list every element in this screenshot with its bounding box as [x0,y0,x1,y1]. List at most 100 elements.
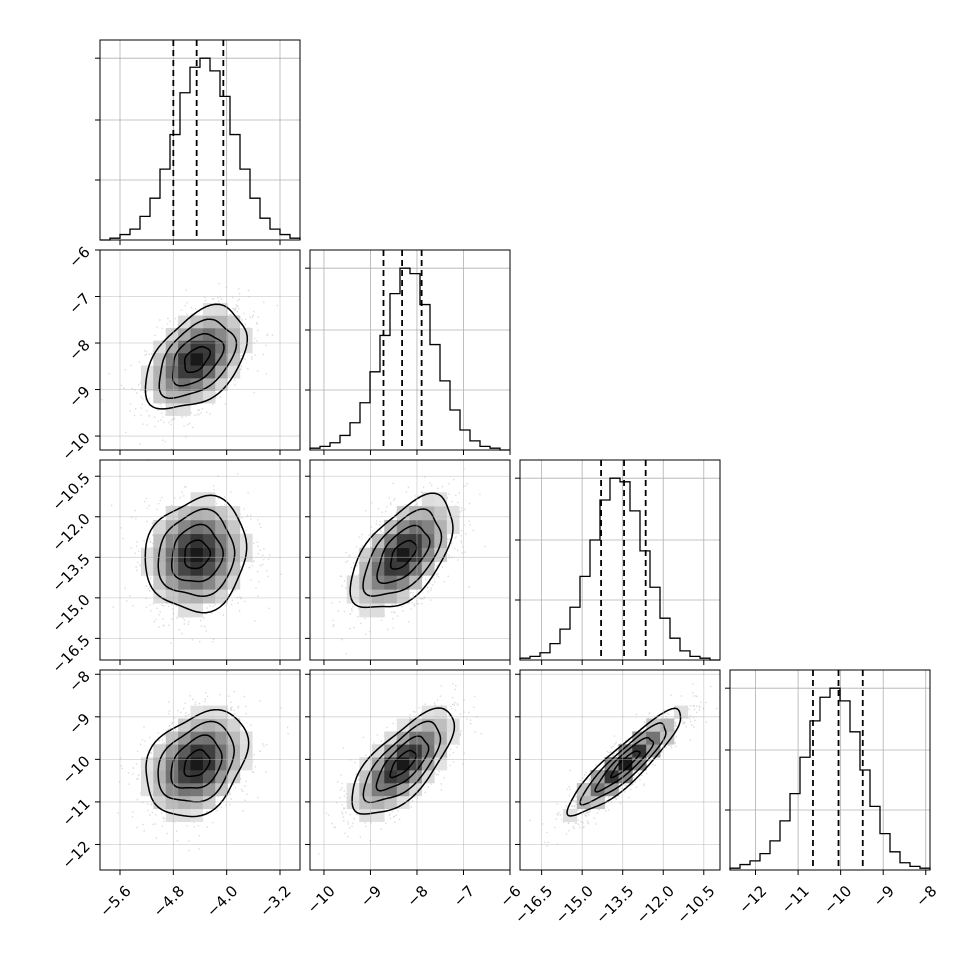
density-cell [140,378,154,391]
density-cell [215,533,228,548]
density-cell [178,718,191,732]
density-cell [153,533,166,548]
density-cell [632,757,647,771]
density-cell [384,519,398,535]
density-cell [227,561,241,576]
density-cell [215,589,228,604]
x-tick-label-2-4: −10.5 [673,882,718,927]
density-cell [178,561,191,576]
density-cell [359,808,373,822]
y-tick-label-1-3: −7 [65,289,93,317]
density-cell [434,492,448,507]
density-cell [227,519,241,535]
density-cell [202,533,216,548]
contour-level-3 [144,494,248,614]
marginal-panel-0 [95,39,301,241]
density-cell [165,390,179,404]
panel-frame [519,459,721,661]
density-cell [646,744,661,758]
density-cell [178,783,191,797]
contour-level-0 [389,749,418,779]
density-cell [421,492,435,507]
density-cell [384,589,398,604]
contour-level-2 [362,720,442,804]
panel-frame [99,459,301,661]
density-cell [178,575,191,590]
x-tick-label-3-1: −11 [778,882,813,917]
density-cell [202,519,216,535]
panel-background [520,460,720,660]
contour-level-0 [183,748,211,778]
y-tick-label-1-0: −10 [59,429,94,464]
x-tick-label-1-0: −10 [304,882,339,917]
density-cell [190,783,204,797]
density-cell [396,757,410,771]
panel-frame [309,249,511,451]
density-cell [202,770,216,784]
density-cell [215,315,228,329]
x-tick-label-2-2: −13.5 [592,882,637,927]
y-tick-label-1-1: −9 [65,382,93,410]
pair-panel-1-0 [99,249,301,451]
contour-level-3 [566,707,682,817]
density-cell [409,533,423,548]
density-cell [618,770,633,784]
contour-level-2 [579,722,667,806]
contour-level-2 [157,508,236,598]
density-cell [215,547,228,562]
density-cell [165,744,179,758]
x-tick-label-1-3: −7 [450,882,478,910]
density-cell [190,705,204,719]
density-cell [384,561,398,576]
density-cell [396,561,410,576]
density-cell [446,506,460,521]
panel-frame [309,669,511,871]
pair-panel-3-1 [309,669,511,871]
density-cell [346,575,360,590]
density-cell [190,390,204,404]
density-cell [140,783,154,797]
density-cell [202,718,216,732]
density-cell [178,731,191,745]
histogram-step [309,267,510,451]
density-cell [215,731,228,745]
density-cell [396,547,410,562]
histogram-step [519,477,720,661]
contour-level-2 [158,318,238,400]
density-cell [371,575,385,590]
density-cell [409,519,423,535]
density-cell [227,353,241,366]
contour-level-1 [594,736,655,793]
density-cell [140,561,154,576]
panel-frame [99,39,301,241]
x-tick-label-3-0: −12 [735,882,770,917]
density-cell [590,783,605,797]
density-cell [396,783,410,797]
pair-panel-2-1 [309,459,511,661]
x-tick-label-1-2: −8 [403,882,431,910]
contour-level-0 [389,539,418,570]
density-cell [202,744,216,758]
density-cell [178,519,191,535]
density-cell [371,589,385,604]
density-cell [446,718,460,732]
density-cell [190,547,204,562]
panel-background [730,670,930,870]
density-cell [165,575,179,590]
density-cell [202,783,216,797]
density-cell [165,808,179,822]
density-cell [202,340,216,354]
density-cell [632,744,647,758]
density-cell [153,575,166,590]
density-cell [178,770,191,784]
density-cell [434,718,448,732]
y-tick-label-2-3: −12.0 [48,510,93,555]
density-cell [190,603,204,618]
density-cell [371,757,385,771]
density-cell [215,328,228,341]
density-cell [202,705,216,719]
x-tick-label-3-3: −9 [870,882,898,910]
density-cell [660,718,675,732]
density-cell [434,757,448,771]
density-cell [140,547,154,562]
